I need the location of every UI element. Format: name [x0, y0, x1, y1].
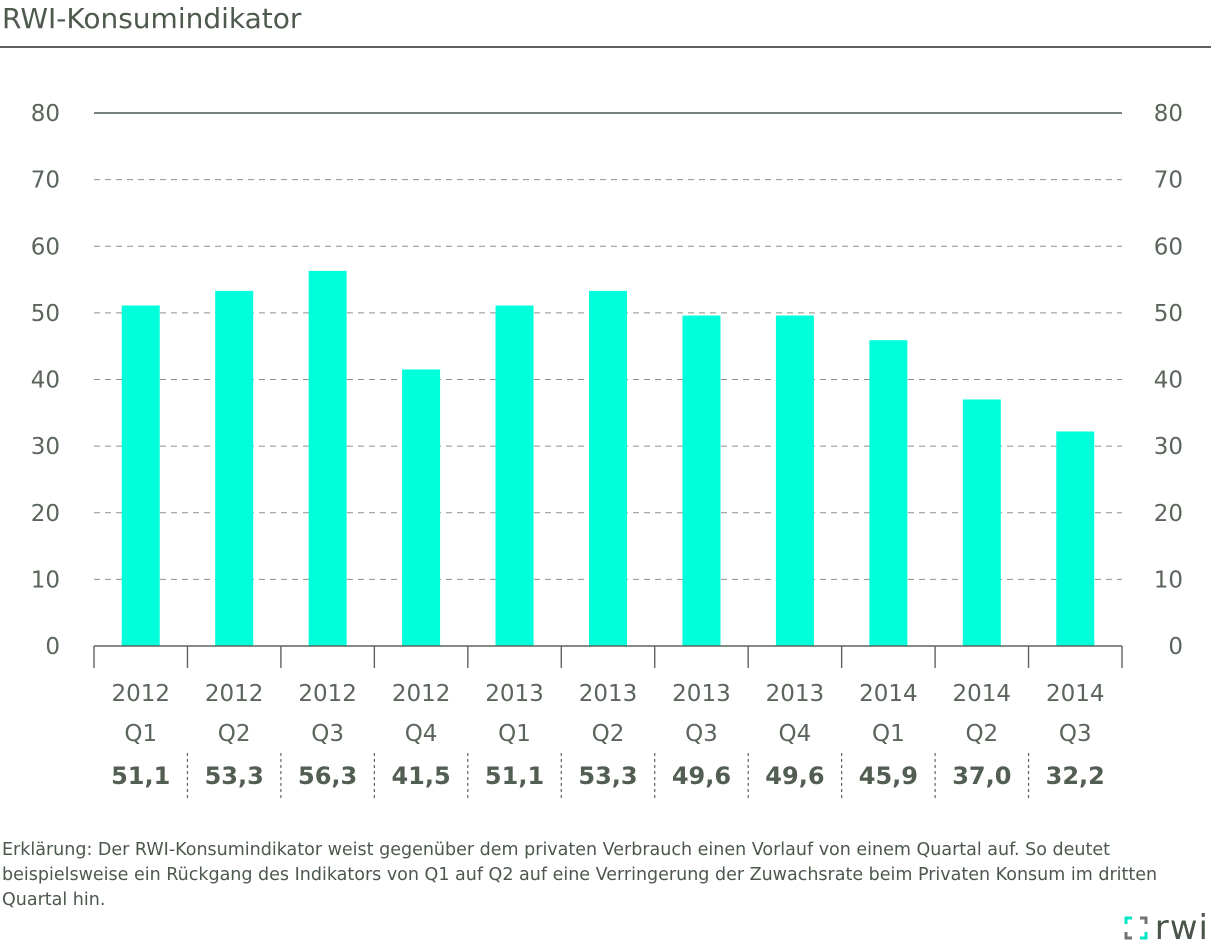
bar-2013-Q1 [495, 305, 534, 646]
bars [121, 270, 1095, 646]
y-axis-left-ticks: 0 10 20 30 40 50 60 70 80 [31, 101, 60, 660]
category-quarter-label: Q1 [498, 721, 531, 747]
value-label: 37,0 [952, 762, 1011, 790]
category-quarter-label: Q4 [405, 721, 438, 747]
y-tick-label-left-50: 50 [31, 301, 60, 327]
rwi-logo: rwi [1123, 908, 1209, 948]
value-label: 56,3 [298, 762, 357, 790]
value-label: 41,5 [391, 762, 450, 790]
category-quarter-label: Q1 [872, 721, 905, 747]
footnote: Erklärung: Der RWI-Konsumindikator weist… [2, 840, 1158, 910]
category-quarter-label: Q4 [779, 721, 812, 747]
category-quarter-label: Q3 [685, 721, 718, 747]
value-label: 51,1 [485, 762, 544, 790]
category-year-label: 2012 [392, 681, 451, 707]
category-year-label: 2012 [205, 681, 264, 707]
y-tick-label-left-60: 60 [31, 234, 60, 260]
category-quarter-label: Q3 [311, 721, 344, 747]
bar-2013-Q4 [775, 315, 814, 646]
y-tick-label-right-80: 80 [1154, 101, 1183, 127]
y-tick-label-right-0: 0 [1168, 634, 1183, 660]
title-rule [0, 46, 1211, 48]
value-labels: 51,1 53,3 56,3 41,5 51,1 53,3 49,6 49,6 45,9 37,0… [111, 762, 1105, 790]
category-quarter-label: Q2 [218, 721, 251, 747]
category-year-label: 2013 [766, 681, 825, 707]
y-tick-label-right-10: 10 [1154, 567, 1183, 593]
category-quarter-label: Q2 [592, 721, 625, 747]
y-tick-label-right-40: 40 [1154, 368, 1183, 394]
category-year-label: 2013 [579, 681, 638, 707]
bar-2014-Q1 [869, 340, 908, 646]
value-label: 45,9 [859, 762, 918, 790]
value-label: 49,6 [672, 762, 731, 790]
y-tick-label-left-80: 80 [31, 101, 60, 127]
category-year-label: 2013 [485, 681, 544, 707]
bar-2012-Q1 [121, 305, 160, 646]
y-tick-label-right-20: 20 [1154, 501, 1183, 527]
y-axis-right-ticks: 0 10 20 30 40 50 60 70 80 [1154, 101, 1183, 660]
bar-2013-Q2 [589, 290, 627, 646]
y-tick-label-right-30: 30 [1154, 434, 1183, 460]
value-label: 51,1 [111, 762, 170, 790]
bar-2012-Q4 [402, 369, 441, 646]
x-axis [93, 645, 1123, 800]
category-quarter-label: Q1 [124, 721, 157, 747]
value-label: 49,6 [765, 762, 824, 790]
category-quarter-label: Q2 [965, 721, 998, 747]
category-year-label: 2013 [672, 681, 731, 707]
y-tick-label-right-70: 70 [1154, 168, 1183, 194]
chart-title: RWI-Konsumindikator [2, 2, 302, 35]
y-tick-label-left-20: 20 [31, 501, 60, 527]
category-year-label: 2012 [298, 681, 357, 707]
category-quarter-label: Q3 [1059, 721, 1092, 747]
category-year-label: 2014 [1046, 681, 1105, 707]
y-tick-label-left-10: 10 [31, 567, 60, 593]
y-tick-label-left-30: 30 [31, 434, 60, 460]
value-label: 53,3 [205, 762, 264, 790]
y-tick-label-right-60: 60 [1154, 234, 1183, 260]
y-tick-label-left-40: 40 [31, 368, 60, 394]
category-year-label: 2014 [953, 681, 1012, 707]
y-tick-label-right-50: 50 [1154, 301, 1183, 327]
grid-lines [94, 112, 1122, 580]
bar-2013-Q3 [682, 315, 721, 646]
value-label: 32,2 [1046, 762, 1105, 790]
bar-2014-Q2 [962, 399, 1001, 646]
logo-mark-icon [1124, 916, 1148, 940]
logo-text: rwi [1154, 908, 1209, 948]
category-year-label: 2012 [111, 681, 170, 707]
value-label: 53,3 [578, 762, 637, 790]
category-year-label: 2014 [859, 681, 918, 707]
bar-2014-Q3 [1056, 431, 1095, 646]
y-tick-label-left-0: 0 [45, 634, 60, 660]
bar-2012-Q3 [308, 270, 347, 646]
category-labels: 2012 Q1 2012 Q2 2012 Q3 2012 Q4 2013 Q1 2013 Q2 2013… [111, 681, 1104, 747]
y-tick-label-left-70: 70 [31, 168, 60, 194]
bar-2012-Q2 [215, 290, 254, 646]
